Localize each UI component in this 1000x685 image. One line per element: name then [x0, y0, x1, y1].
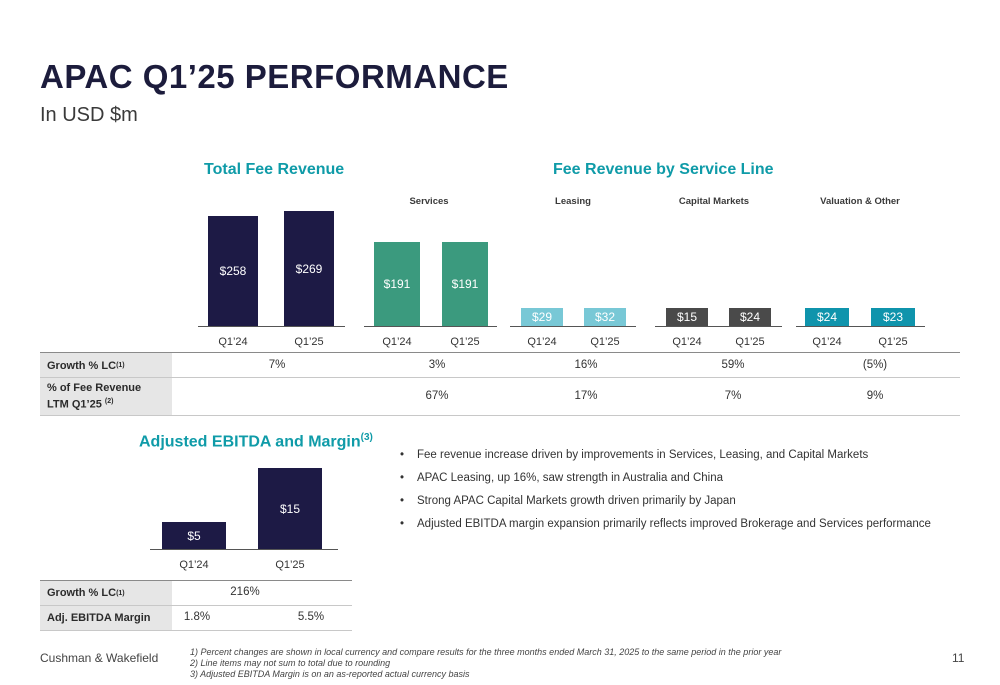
- services-bar: $191: [442, 242, 488, 326]
- bullet-item: • Adjusted EBITDA margin expansion primar…: [400, 518, 931, 530]
- bullet-item: • Strong APAC Capital Markets growth driv…: [400, 495, 736, 507]
- capital-markets-x-label: Q1’25: [735, 336, 765, 348]
- ebitda-margin-label: Adj. EBITDA Margin: [40, 606, 172, 630]
- adjusted-ebitda-heading: Adjusted EBITDA and Margin(3): [139, 432, 373, 451]
- services-baseline: [364, 326, 497, 327]
- total-fee-revenue-bar: $269: [284, 211, 334, 326]
- page-subtitle: In USD $m: [40, 104, 138, 126]
- bullet-item: • APAC Leasing, up 16%, saw strength in A…: [400, 472, 723, 484]
- capital-markets-baseline: [655, 326, 782, 327]
- ebitda-growth-label: Growth % LC (1): [40, 581, 172, 605]
- service-line-heading-leasing: Leasing: [555, 196, 591, 207]
- total-fee-revenue-heading: Total Fee Revenue: [204, 161, 345, 178]
- pct-capital-markets-value: 7%: [724, 390, 742, 402]
- service-line-heading-valuation: Valuation & Other: [820, 196, 900, 207]
- fee-by-service-line-heading: Fee Revenue by Service Line: [553, 161, 774, 178]
- adjusted-ebitda-bar: $5: [162, 522, 226, 549]
- valuation-other-baseline: [796, 326, 925, 327]
- growth-total-value: 7%: [268, 359, 286, 371]
- footnote: 1) Percent changes are shown in local cu…: [190, 647, 782, 657]
- capital-markets-x-label: Q1’24: [672, 336, 702, 348]
- pct-services-value: 67%: [425, 390, 449, 402]
- adjusted-ebitda-x-label: Q1’25: [275, 559, 305, 571]
- ebitda-margin-q125: 5.5%: [297, 611, 325, 623]
- adjusted-ebitda-baseline: [150, 549, 338, 550]
- capital-markets-bar: $24: [729, 308, 771, 326]
- adjusted-ebitda-x-label: Q1’24: [179, 559, 209, 571]
- valuation-other-x-label: Q1’24: [812, 336, 842, 348]
- adjusted-ebitda-bar: $15: [258, 468, 322, 549]
- capital-markets-bar: $15: [666, 308, 708, 326]
- services-x-label: Q1’24: [382, 336, 412, 348]
- table-bottom-rule: [40, 415, 960, 416]
- valuation-other-bar: $23: [871, 308, 915, 326]
- growth-valuation-value: (5%): [862, 359, 888, 371]
- bullet-item: • Fee revenue increase driven by improvem…: [400, 449, 869, 461]
- services-x-label: Q1’25: [450, 336, 480, 348]
- page-title: APAC Q1’25 PERFORMANCE: [40, 58, 509, 95]
- ebitda-table-divider: [40, 605, 352, 606]
- ebitda-growth-value: 216%: [230, 586, 260, 598]
- footnote: 2) Line items may not sum to total due t…: [190, 658, 391, 668]
- ebitda-margin-q124: 1.8%: [183, 611, 211, 623]
- total-fee-revenue-baseline: [198, 326, 345, 327]
- leasing-x-label: Q1’25: [590, 336, 620, 348]
- pct-fee-revenue-label: % of Fee Revenue LTM Q1’25 (2): [40, 378, 172, 415]
- total-fee-revenue-x-label: Q1’24: [218, 336, 248, 348]
- leasing-bar: $29: [521, 308, 563, 326]
- services-bar: $191: [374, 242, 420, 326]
- table-top-rule: [40, 352, 960, 353]
- ebitda-table-bottom-rule: [40, 630, 352, 631]
- page-number: 11: [952, 651, 965, 665]
- leasing-x-label: Q1’24: [527, 336, 557, 348]
- pct-valuation-value: 9%: [866, 390, 884, 402]
- leasing-baseline: [510, 326, 636, 327]
- valuation-other-x-label: Q1’25: [878, 336, 908, 348]
- pct-leasing-value: 17%: [574, 390, 598, 402]
- growth-services-value: 3%: [428, 359, 446, 371]
- service-line-heading-capital-markets: Capital Markets: [678, 196, 750, 207]
- footer-notes: 1) Percent changes are shown in local cu…: [190, 647, 781, 680]
- table-row-divider: [40, 377, 960, 378]
- total-fee-revenue-x-label: Q1’25: [294, 336, 324, 348]
- service-line-heading-services: Services: [409, 196, 449, 207]
- growth-leasing-value: 16%: [574, 359, 598, 371]
- growth-lc-label: Growth % LC (1): [40, 353, 172, 378]
- total-fee-revenue-bar: $258: [208, 215, 258, 326]
- ebitda-table-top-rule: [40, 580, 352, 581]
- growth-capital-markets-value: 59%: [721, 359, 745, 371]
- leasing-bar: $32: [584, 308, 626, 326]
- footer-company: Cushman & Wakefield: [40, 651, 159, 665]
- valuation-other-bar: $24: [805, 308, 849, 326]
- footnote: 3) Adjusted EBITDA Margin is on an as-re…: [190, 669, 470, 679]
